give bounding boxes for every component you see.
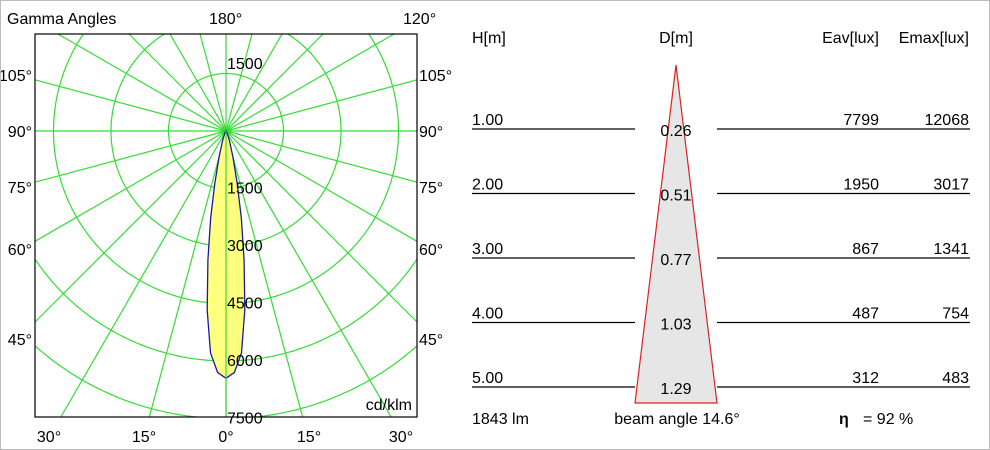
flux-label: 1843 lm bbox=[472, 411, 529, 428]
row-eav: 867 bbox=[852, 241, 879, 258]
side-label-right: 75° bbox=[419, 180, 443, 197]
polar-grid bbox=[34, 33, 418, 418]
grid-ring bbox=[368, 34, 400, 131]
top-label-180: 180° bbox=[209, 11, 242, 28]
row-height: 1.00 bbox=[472, 112, 503, 129]
eta-symbol: η bbox=[839, 411, 849, 428]
grid-radial-line bbox=[128, 33, 227, 132]
grid-radial-line bbox=[225, 33, 324, 132]
ring-label: 1500 bbox=[227, 181, 263, 198]
row-eav: 312 bbox=[852, 370, 879, 387]
bottom-angle-label: 15° bbox=[297, 429, 321, 446]
row-eav: 7799 bbox=[843, 112, 879, 129]
grid-ring bbox=[52, 34, 400, 305]
grid-radial-line bbox=[169, 33, 227, 132]
row-emax: 754 bbox=[942, 306, 969, 323]
polar-title: Gamma Angles bbox=[7, 11, 116, 28]
grid-radial-line bbox=[34, 130, 227, 183]
grid-radial-line bbox=[225, 130, 418, 323]
side-label-left: 45° bbox=[8, 332, 32, 349]
row-height: 3.00 bbox=[472, 241, 503, 258]
row-diameter: 0.26 bbox=[660, 123, 691, 140]
row-emax: 3017 bbox=[933, 177, 969, 194]
grid-radial-line bbox=[225, 33, 253, 132]
ring-label-top: 1500 bbox=[227, 56, 263, 73]
row-height: 2.00 bbox=[472, 177, 503, 194]
side-label-left: 105° bbox=[1, 68, 32, 85]
grid-radial-line bbox=[225, 130, 304, 418]
ring-label: 6000 bbox=[227, 353, 263, 370]
side-label-left: 60° bbox=[8, 242, 32, 259]
top-label-120: 120° bbox=[403, 11, 436, 28]
grid-radial-line bbox=[60, 130, 227, 418]
ring-label: 7500 bbox=[227, 411, 263, 428]
beam-angle-label: beam angle 14.6° bbox=[614, 411, 740, 428]
intensity-curve bbox=[206, 129, 246, 417]
grid-radial-line bbox=[199, 33, 227, 132]
grid-ring bbox=[256, 345, 417, 418]
row-eav: 1950 bbox=[843, 177, 879, 194]
ring-label: 4500 bbox=[227, 296, 263, 313]
grid-radial-line bbox=[57, 33, 227, 132]
grid-radial-line bbox=[225, 33, 395, 132]
grid-radial-line bbox=[225, 130, 418, 242]
row-emax: 1341 bbox=[933, 241, 969, 258]
grid-radial-line bbox=[34, 130, 227, 323]
bottom-angle-label: 0° bbox=[218, 429, 233, 446]
row-height: 4.00 bbox=[472, 306, 503, 323]
bottom-angle-label: 30° bbox=[37, 429, 61, 446]
side-label-left: 90° bbox=[8, 124, 32, 141]
row-height: 5.00 bbox=[472, 370, 503, 387]
row-diameter: 0.51 bbox=[660, 188, 691, 205]
row-diameter: 1.03 bbox=[660, 317, 691, 334]
grid-radial-line bbox=[148, 130, 227, 418]
header-eav: Eav[lux] bbox=[822, 30, 879, 47]
ring-label: 3000 bbox=[227, 238, 263, 255]
bottom-angle-label: 15° bbox=[132, 429, 156, 446]
row-emax: 483 bbox=[942, 370, 969, 387]
bottom-angle-label: 30° bbox=[389, 429, 413, 446]
row-diameter: 0.77 bbox=[660, 252, 691, 269]
grid-radial-line bbox=[225, 130, 418, 183]
grid-radial-line bbox=[225, 130, 392, 418]
row-eav: 487 bbox=[852, 306, 879, 323]
side-label-right: 105° bbox=[419, 68, 452, 85]
beam-cone bbox=[634, 64, 718, 404]
header-h: H[m] bbox=[472, 30, 506, 47]
row-diameter: 1.29 bbox=[660, 381, 691, 398]
grid-ring bbox=[110, 33, 342, 247]
side-label-right: 45° bbox=[419, 332, 443, 349]
row-emax: 12068 bbox=[925, 112, 970, 129]
illuminance-table: H[m] D[m] Eav[lux] Emax[lux] 1.00 0.26 779… bbox=[472, 30, 970, 428]
plot-frame bbox=[34, 33, 418, 418]
grid-ring bbox=[287, 33, 342, 131]
grid-radial-line bbox=[225, 79, 418, 132]
grid-radial-line bbox=[225, 33, 283, 132]
unit-label: cd/klm bbox=[366, 397, 412, 414]
grid-ring bbox=[35, 345, 196, 418]
side-label-right: 90° bbox=[419, 124, 443, 141]
grid-radial-line bbox=[34, 79, 227, 132]
side-label-right: 60° bbox=[419, 242, 443, 259]
efficiency-label: = 92 % bbox=[863, 411, 913, 428]
header-d: D[m] bbox=[659, 30, 693, 47]
grid-radial-line bbox=[34, 130, 227, 242]
side-label-left: 75° bbox=[8, 180, 32, 197]
header-emax: Emax[lux] bbox=[899, 30, 969, 47]
